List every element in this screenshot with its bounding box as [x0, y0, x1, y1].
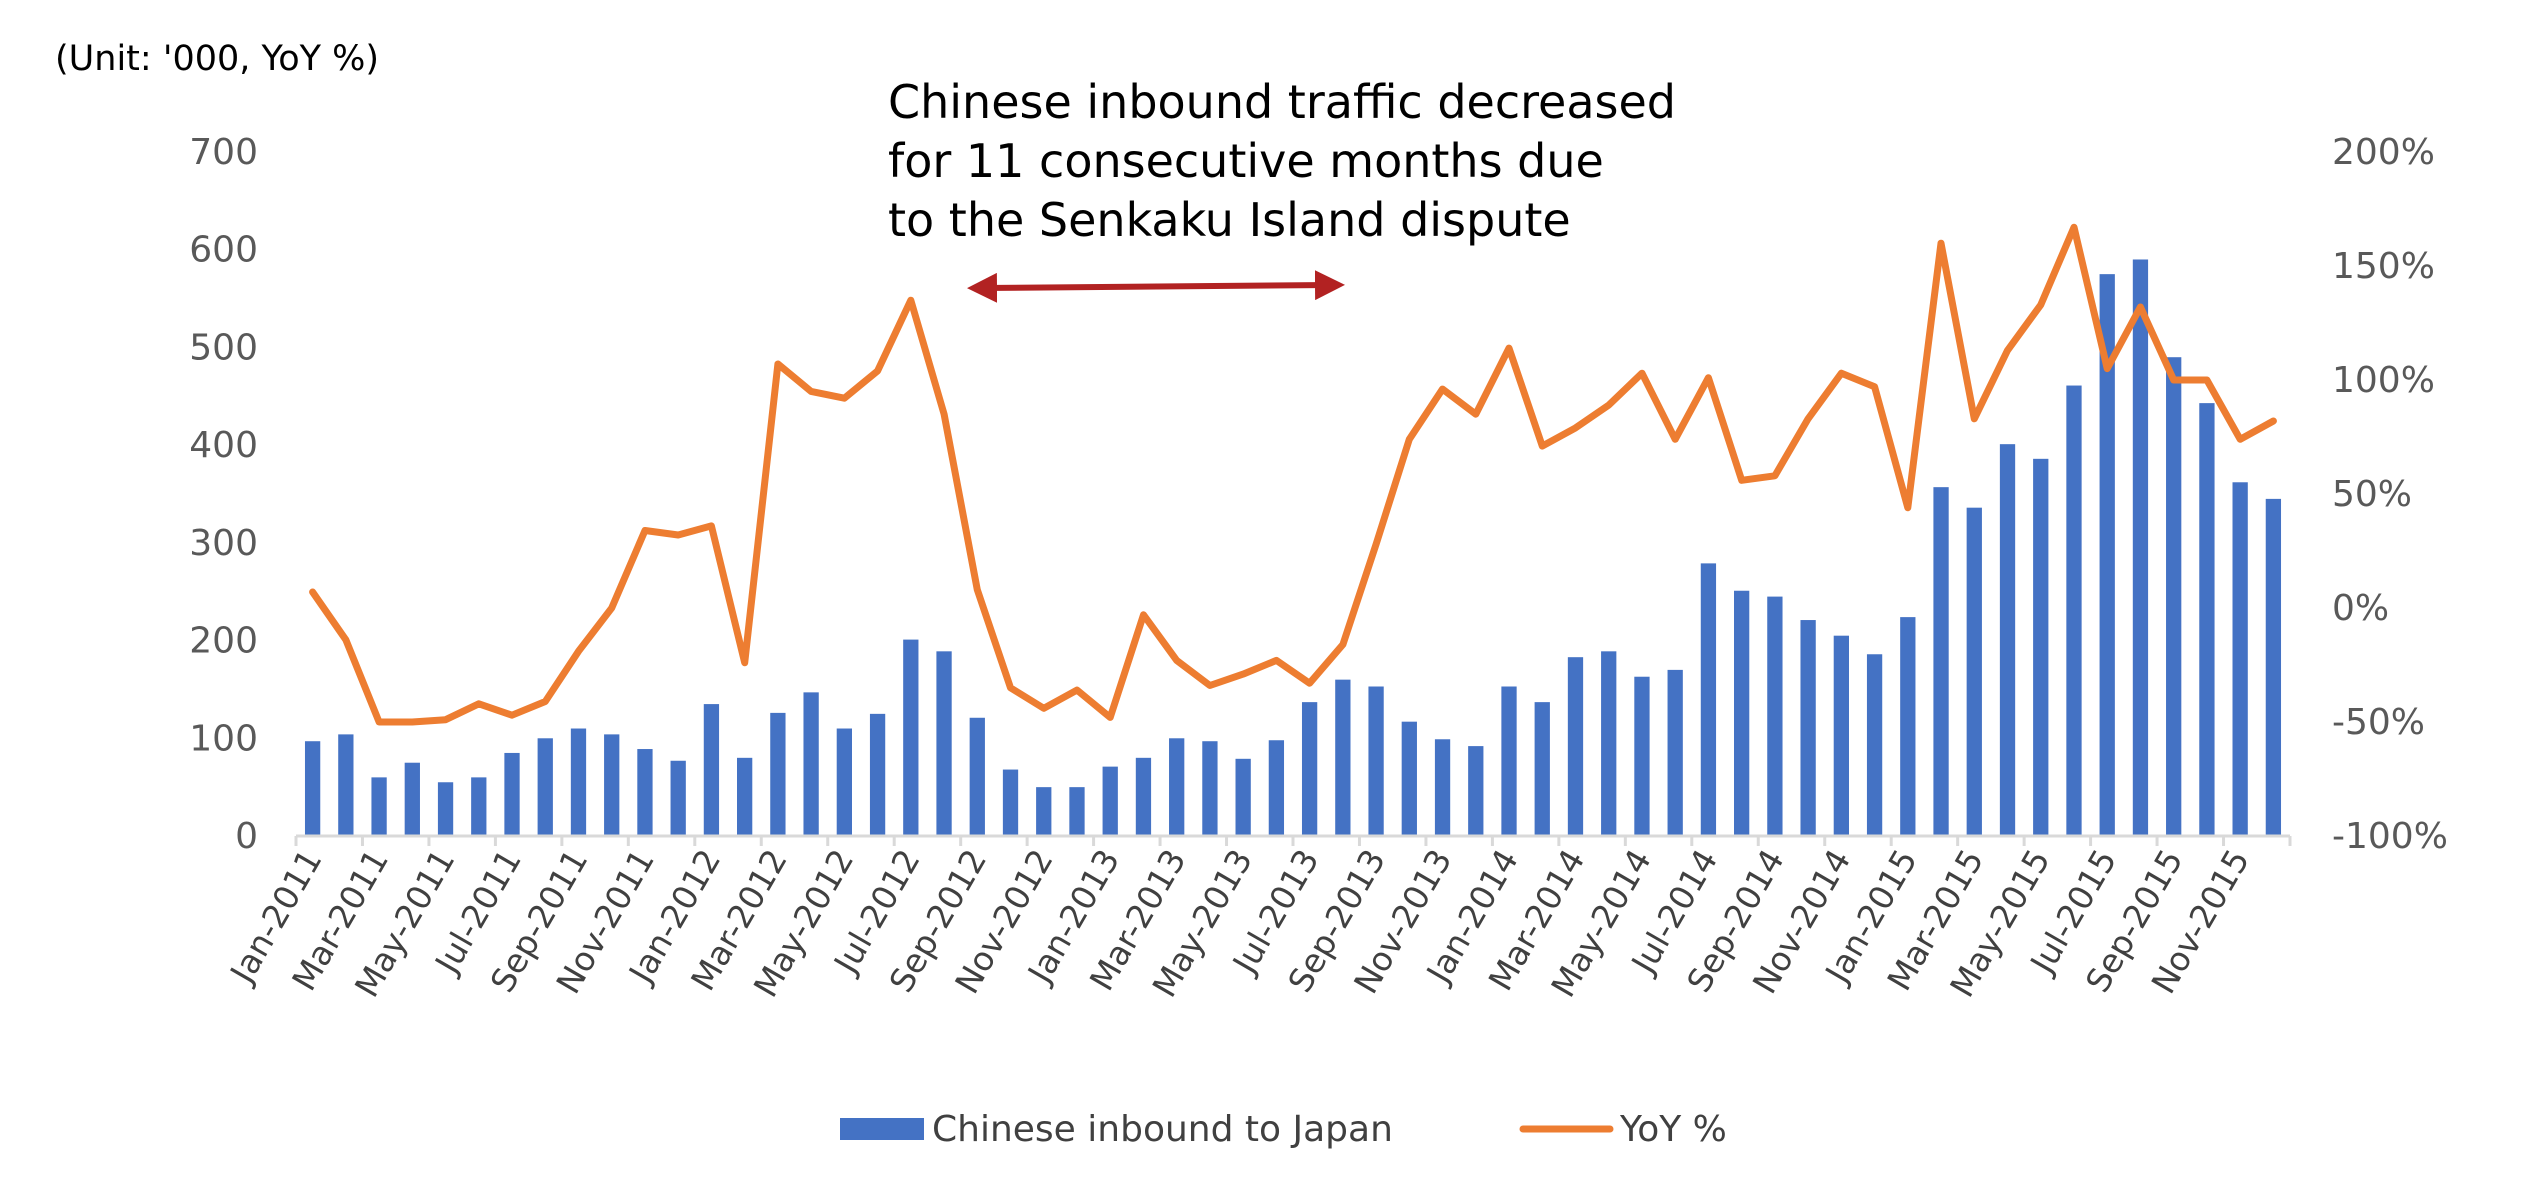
bar	[1567, 657, 1584, 836]
bar	[1833, 635, 1849, 836]
legend-bar-label: Chinese inbound to Japan	[932, 1109, 1393, 1150]
bar	[1767, 596, 1783, 836]
bar	[936, 651, 952, 836]
bar	[836, 728, 852, 836]
bar	[1069, 787, 1085, 836]
y-right-tick-label: 200%	[2332, 132, 2435, 173]
bar	[903, 639, 919, 836]
bar	[371, 777, 387, 836]
y-right-tick-label: 100%	[2332, 360, 2435, 401]
bar	[1966, 507, 1982, 836]
bar	[2199, 403, 2215, 836]
bar-series	[304, 259, 2282, 837]
annotation: Chinese inbound traffic decreased for 11…	[888, 75, 1676, 247]
bar	[1202, 741, 1218, 836]
bar	[1301, 702, 1318, 836]
y-right-tick-label: 150%	[2332, 246, 2435, 287]
legend-line-label: YoY %	[1619, 1109, 1727, 1150]
y-right-tick-label: 50%	[2332, 474, 2412, 515]
bar	[1235, 758, 1251, 836]
bar	[1933, 487, 1949, 836]
bar	[1169, 738, 1185, 836]
annotation-line-3: to the Senkaku Island dispute	[888, 193, 1571, 247]
bar	[1401, 721, 1417, 836]
bar	[869, 713, 886, 836]
bar	[537, 738, 553, 836]
bar	[637, 749, 653, 836]
bar	[304, 741, 321, 836]
bar	[2132, 259, 2149, 836]
bar	[703, 704, 720, 836]
bar	[1667, 669, 1683, 836]
y-axis-right: -100% -50% 0% 50% 100% 150% 200%	[2332, 132, 2448, 857]
bar	[1434, 739, 1451, 836]
bar	[969, 717, 985, 836]
bar	[1135, 757, 1152, 836]
unit-label: (Unit: '000, YoY %)	[55, 39, 379, 79]
bar	[1900, 617, 1916, 836]
legend: Chinese inbound to Japan YoY %	[840, 1109, 1727, 1150]
y-left-tick-label: 400	[189, 425, 258, 466]
bar	[1734, 590, 1750, 836]
bar	[404, 762, 420, 836]
bar	[1601, 651, 1617, 836]
bar	[1800, 620, 1816, 836]
bar	[2099, 274, 2115, 837]
y-right-tick-label: 0%	[2332, 588, 2389, 629]
bar	[2232, 482, 2248, 836]
bar	[1501, 686, 1517, 836]
y-left-tick-label: 600	[189, 230, 258, 271]
annotation-line-1: Chinese inbound traffic decreased	[888, 75, 1676, 129]
bar	[2066, 385, 2082, 836]
bar	[1036, 787, 1052, 836]
bar	[670, 760, 686, 836]
line-series	[309, 223, 2277, 726]
bar	[2033, 458, 2049, 836]
yoy-line	[309, 223, 2277, 726]
bar	[1534, 702, 1550, 836]
bar	[338, 734, 354, 836]
y-left-tick-label: 200	[189, 621, 258, 662]
annotation-line-2: for 11 consecutive months due	[888, 134, 1604, 188]
y-right-tick-label: -100%	[2332, 816, 2448, 857]
bar	[1468, 746, 1484, 836]
bar	[504, 752, 520, 836]
bar	[1700, 563, 1717, 836]
bar	[770, 712, 786, 836]
bar	[1002, 769, 1019, 836]
bar	[1335, 679, 1351, 836]
bar	[1368, 686, 1384, 836]
y-left-tick-label: 0	[235, 816, 258, 857]
bar	[1102, 766, 1118, 836]
y-left-tick-label: 500	[189, 327, 258, 368]
bar	[471, 777, 487, 836]
bar	[1268, 740, 1285, 836]
y-left-tick-label: 300	[189, 523, 258, 564]
bar	[437, 782, 454, 836]
bar	[604, 734, 620, 836]
legend-bar-swatch	[840, 1118, 924, 1140]
bar	[2166, 357, 2182, 836]
bar	[1866, 654, 1883, 836]
bar	[1999, 444, 2016, 836]
annotation-arrow	[967, 270, 1345, 303]
y-left-tick-label: 100	[189, 718, 258, 759]
y-left-tick-label: 700	[189, 132, 258, 173]
y-axis-left: 0 100 200 300 400 500 600 700	[189, 132, 258, 857]
bar	[1634, 676, 1650, 836]
bar	[737, 757, 753, 836]
bar	[2265, 498, 2282, 836]
bar	[803, 692, 819, 836]
bar	[570, 728, 587, 836]
x-axis: Jan-2011Mar-2011May-2011Jul-2011Sep-2011…	[221, 834, 2292, 1004]
y-right-tick-label: -50%	[2332, 702, 2425, 743]
